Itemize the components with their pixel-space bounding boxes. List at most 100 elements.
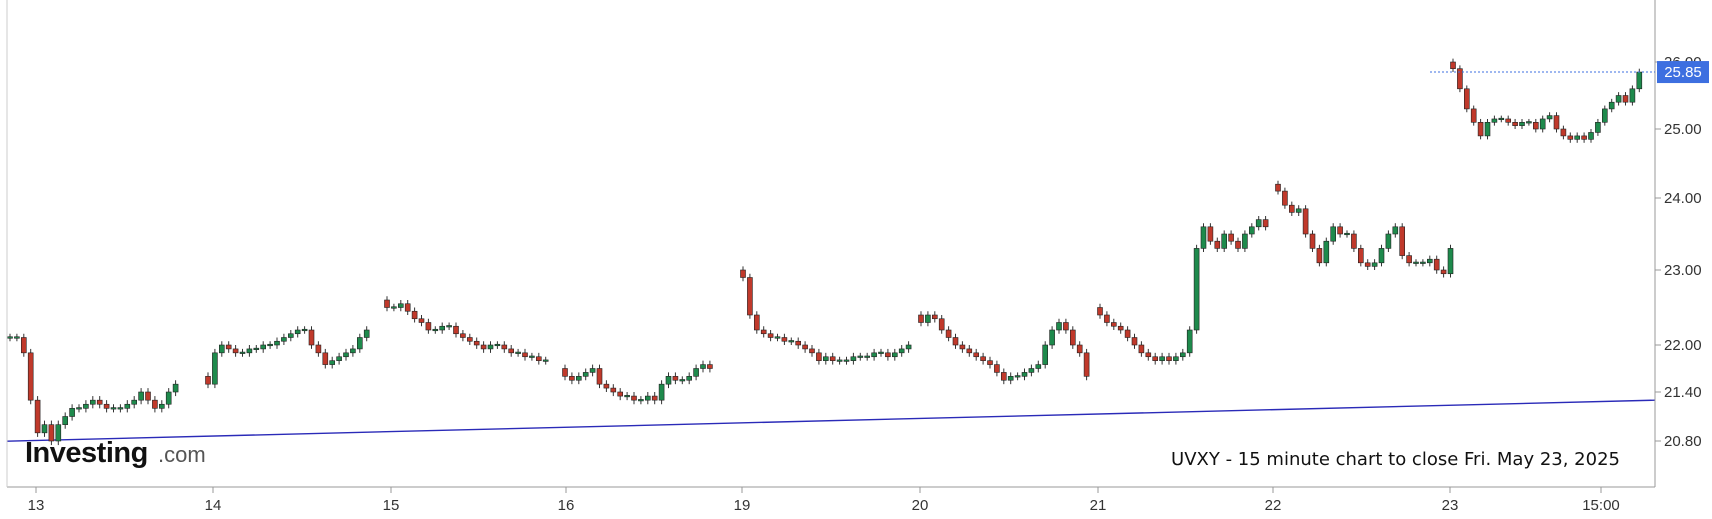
candle-body bbox=[1242, 233, 1248, 249]
candle-body bbox=[1477, 122, 1484, 137]
candle-body bbox=[1249, 226, 1255, 235]
candle-body bbox=[411, 310, 418, 320]
x-tick-label: 21 bbox=[1090, 497, 1107, 514]
candle-body bbox=[225, 344, 232, 350]
candle-body bbox=[1519, 122, 1525, 126]
candle-body bbox=[404, 303, 411, 312]
candle-body bbox=[90, 399, 96, 405]
candle-body bbox=[1567, 135, 1574, 140]
candle-body bbox=[1484, 122, 1491, 137]
candle-body bbox=[1131, 337, 1138, 346]
candle-body bbox=[1282, 190, 1288, 206]
y-tick-label: 24.00 bbox=[1664, 190, 1702, 207]
candle-body bbox=[1420, 261, 1426, 264]
candle-body bbox=[294, 329, 301, 335]
candle-body bbox=[1581, 135, 1587, 140]
candle-body bbox=[1221, 233, 1227, 249]
y-tick-label: 22.00 bbox=[1664, 337, 1702, 354]
candle-body bbox=[603, 383, 610, 389]
candle-body bbox=[350, 348, 356, 354]
last-price-badge bbox=[1657, 61, 1709, 84]
x-tick-label: 15 bbox=[383, 497, 400, 514]
candle-body bbox=[1056, 322, 1062, 331]
candle-body bbox=[41, 424, 48, 434]
candle-body bbox=[83, 403, 89, 409]
last-price-tag: 25.85 bbox=[1430, 61, 1709, 84]
candle-body bbox=[1083, 352, 1090, 377]
candle-body bbox=[1193, 248, 1200, 331]
candle-body bbox=[1117, 325, 1124, 331]
candle-body bbox=[1427, 258, 1433, 264]
candle-body bbox=[822, 356, 829, 361]
candle-body bbox=[1275, 183, 1281, 192]
candle-body bbox=[760, 329, 767, 335]
candle-body bbox=[384, 299, 390, 308]
candle-body bbox=[898, 348, 905, 354]
candle-body bbox=[1104, 314, 1110, 323]
candles-layer bbox=[7, 58, 1643, 446]
candle-body bbox=[693, 368, 699, 377]
candle-body bbox=[267, 343, 273, 347]
candle-body bbox=[110, 407, 117, 410]
candle-body bbox=[1351, 233, 1357, 249]
candle-body bbox=[27, 352, 34, 401]
candle-body bbox=[473, 340, 480, 346]
candle-body bbox=[453, 325, 459, 335]
candle-body bbox=[1447, 248, 1454, 275]
candle-body bbox=[1007, 376, 1014, 381]
candle-body bbox=[1323, 240, 1330, 264]
candle-body bbox=[925, 314, 931, 323]
x-tick-label: 22 bbox=[1265, 497, 1282, 514]
y-tick-label: 25.00 bbox=[1664, 121, 1702, 138]
candle-body bbox=[617, 391, 624, 397]
candle-body bbox=[1433, 258, 1440, 271]
candle-body bbox=[172, 383, 179, 393]
candle-body bbox=[1595, 122, 1601, 133]
candle-body bbox=[1560, 128, 1567, 137]
candle-body bbox=[535, 356, 542, 361]
candle-body bbox=[658, 383, 665, 401]
candle-body bbox=[1553, 115, 1560, 130]
candle-body bbox=[1337, 226, 1343, 235]
candle-body bbox=[124, 403, 131, 409]
candle-body bbox=[1358, 248, 1364, 264]
candle-body bbox=[575, 376, 582, 381]
candle-body bbox=[159, 403, 165, 409]
candle-body bbox=[20, 337, 27, 354]
candle-body bbox=[1316, 248, 1323, 264]
candle-body bbox=[232, 348, 239, 354]
candle-body bbox=[446, 325, 452, 328]
x-tick-label: 14 bbox=[205, 497, 222, 514]
candle-body bbox=[1000, 372, 1007, 381]
candle-body bbox=[1505, 118, 1511, 123]
candle-body bbox=[1200, 226, 1207, 249]
trendline-layer bbox=[6, 399, 1656, 442]
candle-body bbox=[1364, 262, 1371, 267]
x-tick-label: 13 bbox=[28, 497, 45, 514]
candle-body bbox=[931, 314, 938, 320]
candle-body bbox=[843, 359, 850, 362]
candle-body bbox=[700, 364, 706, 369]
candle-body bbox=[1289, 204, 1295, 213]
investing-logo: Investing .com bbox=[25, 437, 206, 469]
candle-body bbox=[260, 344, 267, 350]
candle-body bbox=[397, 303, 404, 308]
candle-body bbox=[651, 395, 658, 401]
candle-body bbox=[1629, 88, 1636, 103]
candle-body bbox=[1615, 95, 1622, 103]
candle-body bbox=[966, 348, 973, 354]
candle-body bbox=[1014, 375, 1021, 378]
x-tick-label: 19 bbox=[734, 497, 751, 514]
candle-body bbox=[589, 368, 596, 373]
candle-body bbox=[795, 340, 802, 346]
candle-body bbox=[1302, 208, 1309, 235]
support-trendline bbox=[6, 399, 1656, 442]
candle-body bbox=[1235, 240, 1241, 249]
candle-body bbox=[315, 344, 322, 354]
candle-body bbox=[14, 336, 20, 339]
candle-body bbox=[494, 343, 501, 347]
candle-body bbox=[1450, 61, 1456, 69]
candle-body bbox=[1166, 356, 1172, 361]
candle-body bbox=[864, 355, 871, 358]
candle-body bbox=[76, 407, 82, 410]
